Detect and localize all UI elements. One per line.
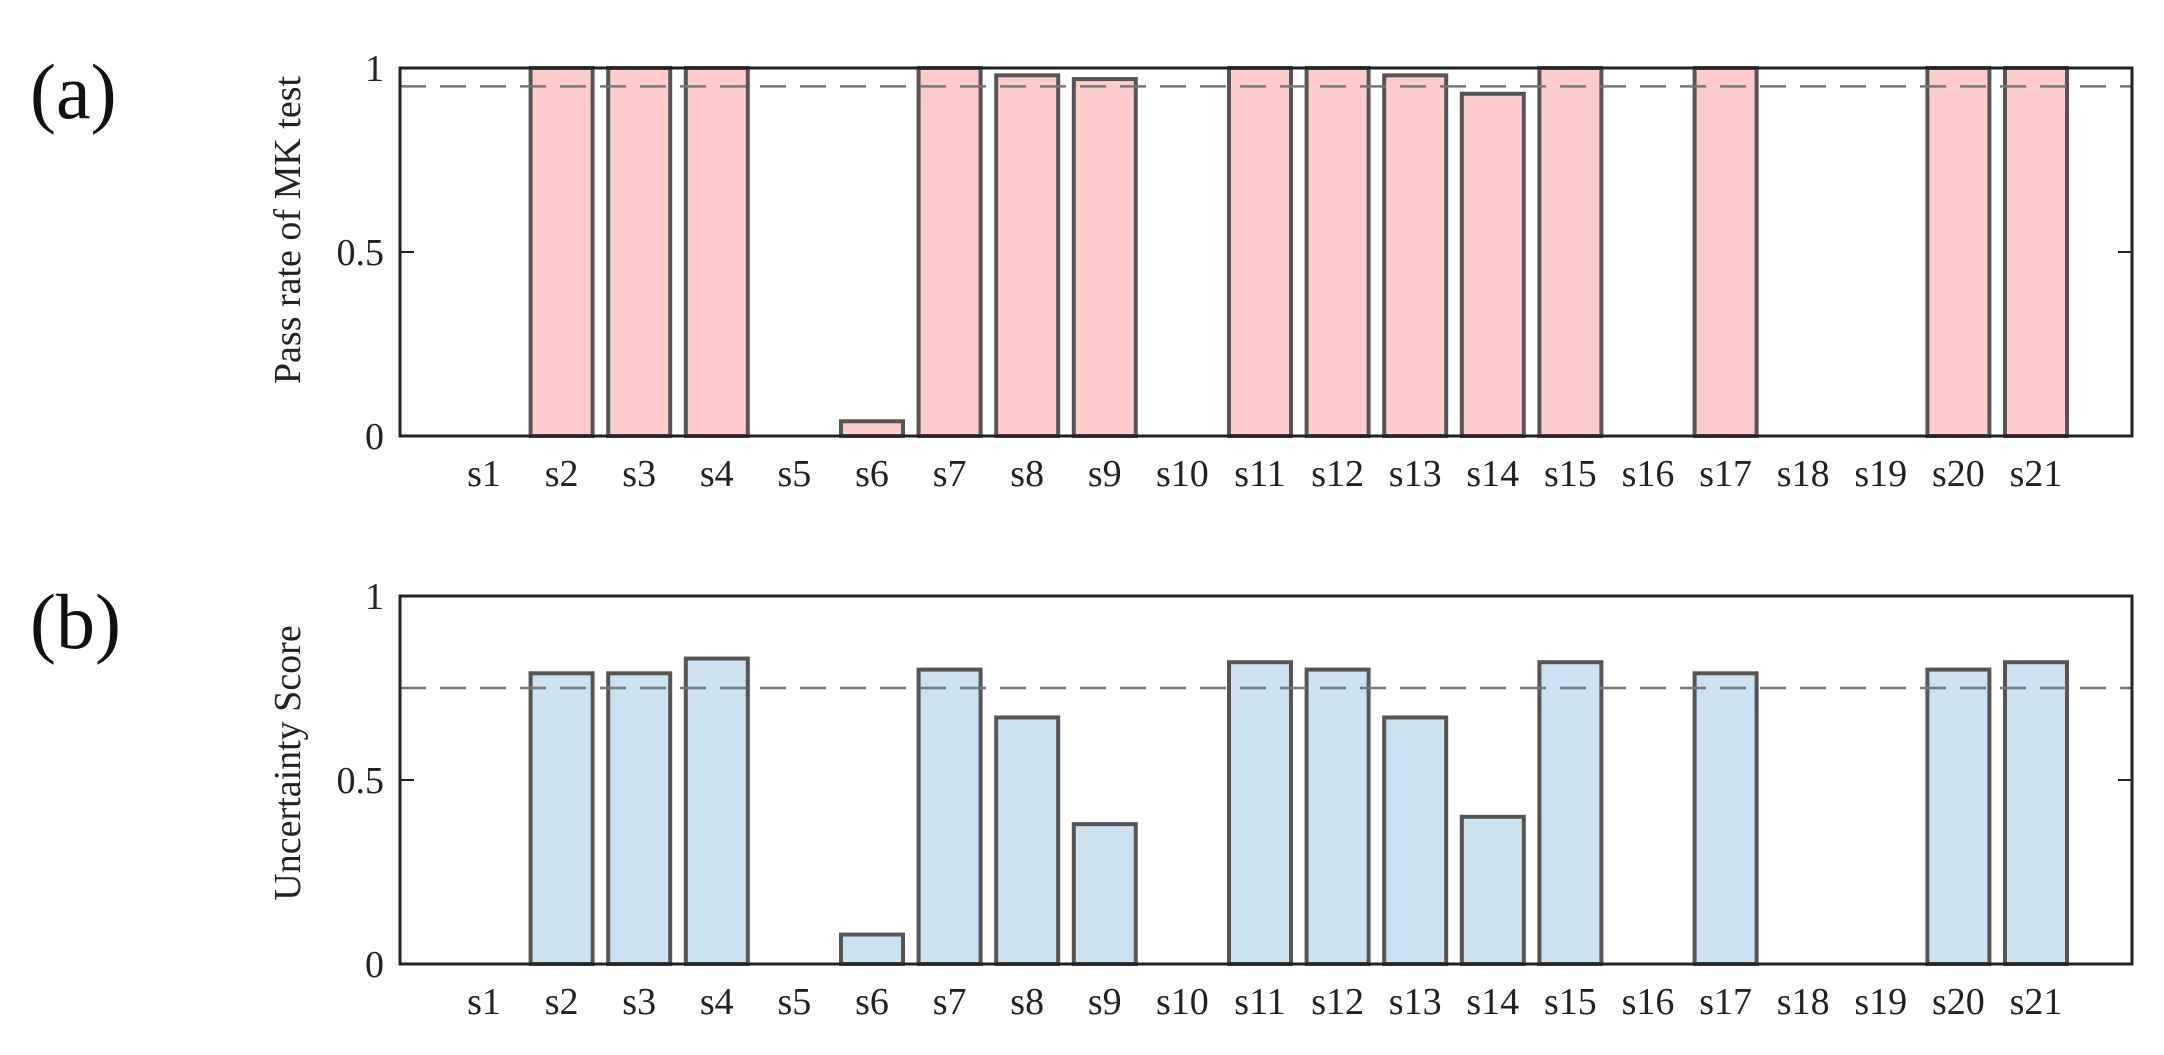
bar-s8 <box>994 715 1061 966</box>
x-tick-label: s3 <box>622 981 656 1023</box>
y-tick-label: 0 <box>365 944 384 986</box>
bar-s9 <box>1071 822 1138 966</box>
panel-a: (a) Pass rate of MK test 00.51 s1 s2 s3 s4 s… <box>30 48 2134 495</box>
bars-group <box>453 656 2069 967</box>
bar-s2 <box>528 671 595 967</box>
y-axis-label: Pass rate of MK test <box>267 75 309 384</box>
x-tick-label: s18 <box>1777 453 1830 495</box>
y-tick-label: 0.5 <box>337 760 385 802</box>
bar-s12 <box>1304 66 1371 438</box>
x-tick-label: s21 <box>2010 981 2063 1023</box>
bar-s6 <box>839 419 905 438</box>
bar-s11 <box>1227 66 1293 438</box>
x-tick-label: s12 <box>1311 453 1364 495</box>
x-tick-label: s5 <box>778 981 812 1023</box>
bar-s21 <box>2003 660 2069 966</box>
bar-s7 <box>916 66 983 438</box>
bar-s3 <box>606 671 673 967</box>
x-tick-label: s1 <box>467 981 501 1023</box>
x-tick-label: s19 <box>1854 453 1907 495</box>
x-tick-label: s21 <box>2010 453 2063 495</box>
bar-s8 <box>994 73 1061 439</box>
x-tick-label: s7 <box>933 981 967 1023</box>
x-tick-label: s10 <box>1156 981 1209 1023</box>
x-tick-label: s15 <box>1544 981 1597 1023</box>
bar-s15 <box>1537 660 1604 966</box>
x-tick-label: s1 <box>467 453 501 495</box>
x-tick-label: s6 <box>855 453 889 495</box>
x-tick-label: s2 <box>545 453 579 495</box>
x-tick-label: s16 <box>1622 981 1675 1023</box>
x-tick-label: s11 <box>1234 453 1285 495</box>
bar-s17 <box>1692 671 1759 967</box>
x-tick-label: s19 <box>1854 981 1907 1023</box>
x-tick-label: s9 <box>1088 981 1122 1023</box>
y-ticks: 00.51 <box>337 48 2132 458</box>
y-tick-label: 0 <box>365 416 384 458</box>
bar-s11 <box>1227 660 1293 966</box>
x-tick-label: s4 <box>700 981 734 1023</box>
x-tick-label: s20 <box>1932 453 1985 495</box>
x-tick-labels: s1 s2 s3 s4 s5 s6 s7 s8 s9 s10 s11 s12 s13 s14 s15 s16 s… <box>467 981 2062 1023</box>
bar-s15 <box>1537 66 1604 438</box>
x-tick-label: s14 <box>1466 981 1519 1023</box>
x-tick-label: s18 <box>1777 981 1830 1023</box>
x-tick-label: s8 <box>1010 981 1044 1023</box>
bar-s13 <box>1382 73 1449 439</box>
x-tick-label: s17 <box>1699 453 1752 495</box>
x-tick-label: s17 <box>1699 981 1752 1023</box>
x-tick-label: s10 <box>1156 453 1209 495</box>
x-tick-label: s16 <box>1622 453 1675 495</box>
bar-s17 <box>1692 66 1759 438</box>
bar-s4 <box>683 66 750 438</box>
bar-s3 <box>606 66 673 438</box>
y-tick-label: 1 <box>365 48 384 90</box>
x-tick-label: s6 <box>855 981 889 1023</box>
x-tick-label: s11 <box>1234 981 1285 1023</box>
bar-s20 <box>1925 66 1992 438</box>
x-tick-label: s5 <box>778 453 812 495</box>
bar-s9 <box>1071 77 1138 438</box>
x-tick-labels: s1 s2 s3 s4 s5 s6 s7 s8 s9 s10 s11 s12 s13 s14 s15 s16 s… <box>467 453 2062 495</box>
x-tick-label: s3 <box>622 453 656 495</box>
bar-s12 <box>1304 667 1371 966</box>
panel-label: (a) <box>30 48 117 135</box>
y-tick-label: 1 <box>365 576 384 618</box>
x-tick-label: s12 <box>1311 981 1364 1023</box>
bar-s21 <box>2003 66 2069 438</box>
bar-s7 <box>916 667 983 966</box>
bar-s4 <box>683 656 750 966</box>
y-tick-label: 0.5 <box>337 232 385 274</box>
x-tick-label: s20 <box>1932 981 1985 1023</box>
bars-group <box>453 66 2069 439</box>
panel-label: (b) <box>30 578 121 665</box>
x-tick-label: s7 <box>933 453 967 495</box>
x-tick-label: s8 <box>1010 453 1044 495</box>
bar-s14 <box>1459 814 1526 966</box>
bar-s13 <box>1382 715 1449 966</box>
bar-s14 <box>1459 91 1526 438</box>
bar-s20 <box>1925 667 1992 966</box>
x-tick-label: s13 <box>1389 981 1442 1023</box>
x-tick-label: s14 <box>1466 453 1519 495</box>
x-tick-label: s4 <box>700 453 734 495</box>
x-tick-label: s13 <box>1389 453 1442 495</box>
panel-b: (b) Uncertainty Score 00.51 s1 s2 s3 s4 s5 s6… <box>30 576 2134 1023</box>
x-tick-label: s2 <box>545 981 579 1023</box>
y-ticks: 00.51 <box>337 576 2132 986</box>
bar-s2 <box>528 66 595 438</box>
x-tick-label: s9 <box>1088 453 1122 495</box>
bar-s6 <box>839 932 905 966</box>
x-tick-label: s15 <box>1544 453 1597 495</box>
y-axis-label: Uncertainty Score <box>267 625 309 900</box>
